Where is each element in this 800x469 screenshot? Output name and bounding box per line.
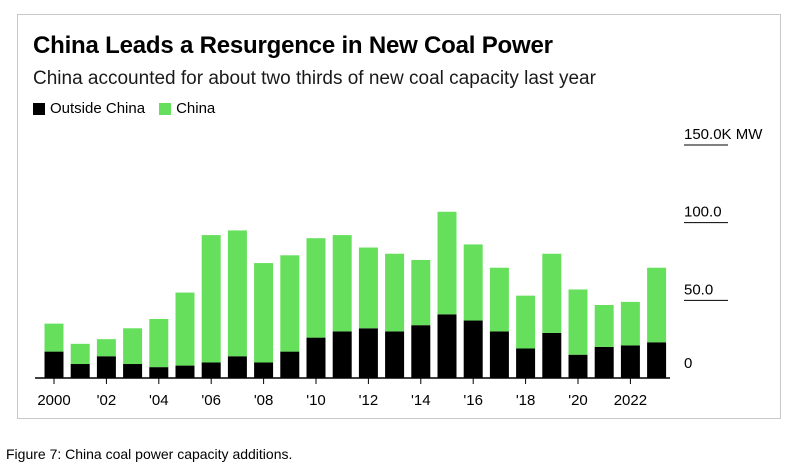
bar-china [332,235,352,332]
legend-swatch-china [159,102,172,115]
legend-item-outside-china: Outside China [33,100,145,117]
bar-china [463,244,483,321]
bar-outside-china [123,364,143,378]
bar-china [227,230,247,357]
bar-outside-china [227,356,247,378]
bar-china [516,295,536,349]
bar-outside-china [385,331,405,378]
bar-outside-china [306,337,326,378]
bar-outside-china [411,325,431,378]
bar-china [620,301,640,346]
legend: Outside China China [33,100,229,117]
legend-label-china: China [176,100,216,117]
bar-china [542,253,562,333]
x-tick-label: '08 [254,392,274,409]
bar-outside-china [332,331,352,378]
chart-subtitle: China accounted for about two thirds of … [33,68,596,89]
bar-china [280,255,300,352]
x-tick-label: 2000 [37,392,70,409]
bar-china [385,253,405,332]
bar-china [44,323,64,352]
bar-outside-china [149,367,169,378]
bar-china [358,247,378,329]
x-tick-label: '12 [359,392,379,409]
x-tick-label: '02 [97,392,117,409]
bar-china [568,289,588,355]
y-tick-label: 150.0K MW [684,126,763,143]
x-tick-label: 2022 [614,392,647,409]
bar-china [149,318,169,368]
bar-china [70,343,90,365]
chart-title: China Leads a Resurgence in New Coal Pow… [33,32,553,59]
x-tick-label: '14 [411,392,431,409]
bar-outside-china [175,365,195,378]
bar-outside-china [620,345,640,378]
bar-outside-china [96,356,116,378]
bar-china [647,267,667,343]
bar-china [201,235,221,363]
bar-china [123,328,143,365]
bar-outside-china [542,332,562,378]
bar-outside-china [44,351,64,378]
x-tick-label: '04 [149,392,169,409]
figure-caption: Figure 7: China coal power capacity addi… [6,446,293,462]
bar-outside-china [489,331,509,378]
bar-outside-china [280,351,300,378]
bar-outside-china [201,362,221,378]
x-tick-label: '20 [568,392,588,409]
x-tick-label: '16 [463,392,483,409]
legend-item-china: China [159,100,215,117]
bar-china [437,211,457,315]
bar-outside-china [254,362,274,378]
bar-china [594,304,614,347]
y-tick-label: 50.0 [684,281,713,298]
bar-outside-china [70,364,90,378]
legend-label-outside-china: Outside China [50,100,146,117]
bar-china [411,259,431,326]
bar-outside-china [647,342,667,378]
bar-china [306,238,326,338]
x-tick-label: '18 [516,392,536,409]
bar-outside-china [594,346,614,378]
y-tick-label: 100.0 [684,204,722,221]
bar-outside-china [568,354,588,378]
bar-china [254,263,274,363]
bar-outside-china [516,348,536,378]
bar-china [96,339,116,357]
x-tick-label: '06 [201,392,221,409]
legend-swatch-outside-china [33,102,45,115]
bar-outside-china [463,320,483,378]
bar-outside-china [358,328,378,378]
bar-china [489,267,509,332]
bar-outside-china [437,314,457,378]
y-tick-label: 0 [684,355,692,372]
bar-china [175,292,195,366]
x-tick-label: '10 [306,392,326,409]
